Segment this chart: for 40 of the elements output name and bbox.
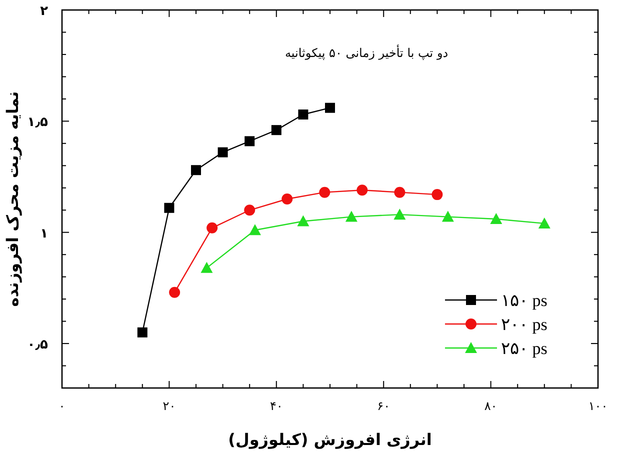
x-tick-label: ۰: [58, 399, 66, 413]
legend-label: ۲۰۰ ps: [501, 315, 548, 334]
point: [248, 224, 261, 236]
point: [244, 204, 256, 216]
point: [356, 184, 368, 196]
point: [282, 194, 293, 204]
point: [200, 262, 213, 273]
point: [297, 215, 310, 226]
point: [244, 136, 255, 146]
point: [191, 165, 201, 176]
y-tick-label: ۲: [40, 4, 48, 19]
point: [490, 213, 502, 224]
x-tick-label: ۱۰۰: [588, 399, 608, 413]
point: [442, 210, 454, 222]
x-tick-label: ۶۰: [377, 399, 390, 413]
legend-label: ۲۵۰ ps: [501, 339, 548, 358]
point: [432, 189, 443, 200]
x-tick-label: ۴۰: [270, 399, 283, 413]
y-tick-label: ۱: [40, 226, 48, 242]
x-tick-label: ۲۰: [162, 399, 176, 413]
y-tick-label: ۱٫۵: [27, 115, 48, 130]
annotation: دو تپ با تأخیر زمانی ۵۰ پیکوثانیه: [285, 44, 448, 60]
point: [319, 186, 330, 198]
point: [394, 208, 406, 220]
point: [137, 327, 148, 338]
point: [218, 147, 228, 158]
legend-label: ۱۵۰ ps: [501, 291, 548, 310]
x-axis-title: انرژی افروزش (کیلوژول): [228, 430, 432, 449]
point: [325, 102, 335, 113]
point: [271, 125, 282, 136]
y-axis-title: نمایه مزیت محرک افروزنده: [3, 91, 22, 307]
point: [206, 222, 218, 234]
point: [169, 286, 180, 298]
point: [394, 186, 406, 198]
point: [538, 217, 550, 228]
point: [164, 202, 174, 213]
point: [298, 110, 308, 120]
x-tick-label: ۸۰: [484, 399, 498, 413]
y-tick-label: ۰٫۵: [27, 338, 48, 353]
point: [345, 210, 358, 222]
